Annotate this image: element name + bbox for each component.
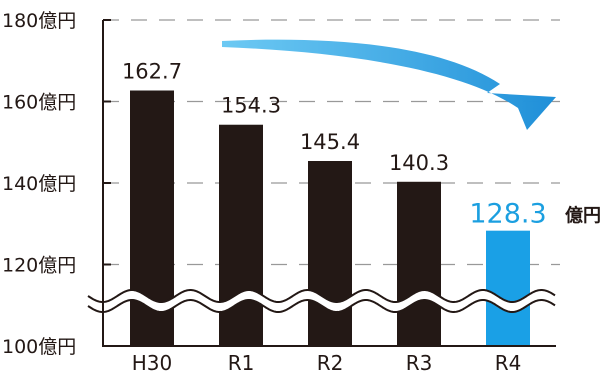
- data-label-unit: 億円: [565, 205, 601, 227]
- x-tick-label: R2: [317, 351, 344, 375]
- labels: 180億円 160億円 140億円 120億円 100億円 H30 R1 R2 R3 R4 162.…: [2, 10, 601, 375]
- x-tick-label: R3: [406, 351, 433, 375]
- data-label: 140.3: [389, 151, 449, 175]
- x-tick-label: H30: [132, 351, 173, 375]
- bar-R3: [397, 181, 441, 346]
- y-tick-label: 160億円: [2, 92, 76, 114]
- x-tick-label: R4: [495, 351, 522, 375]
- y-tick-label: 180億円: [2, 10, 76, 32]
- data-label-highlight: 128.3: [469, 199, 546, 230]
- bar-R4: [486, 230, 530, 346]
- x-tick-label: R1: [228, 351, 255, 375]
- axis-break-line-bottom: [87, 299, 556, 313]
- data-label: 154.3: [221, 94, 281, 118]
- y-tick-label: 120億円: [2, 255, 76, 277]
- axis-break: [87, 289, 556, 313]
- data-label: 145.4: [300, 130, 360, 154]
- axis-break-band: [88, 290, 555, 312]
- bar-R1: [219, 124, 263, 346]
- axes: [102, 19, 556, 347]
- bar-R2: [308, 160, 352, 346]
- y-tick-label: 100億円: [2, 336, 76, 358]
- data-label: 162.7: [122, 59, 182, 83]
- downward-trend-arrow-icon: [222, 39, 556, 130]
- axis-break-line-top: [87, 289, 556, 303]
- y-tick-label: 140億円: [2, 173, 76, 195]
